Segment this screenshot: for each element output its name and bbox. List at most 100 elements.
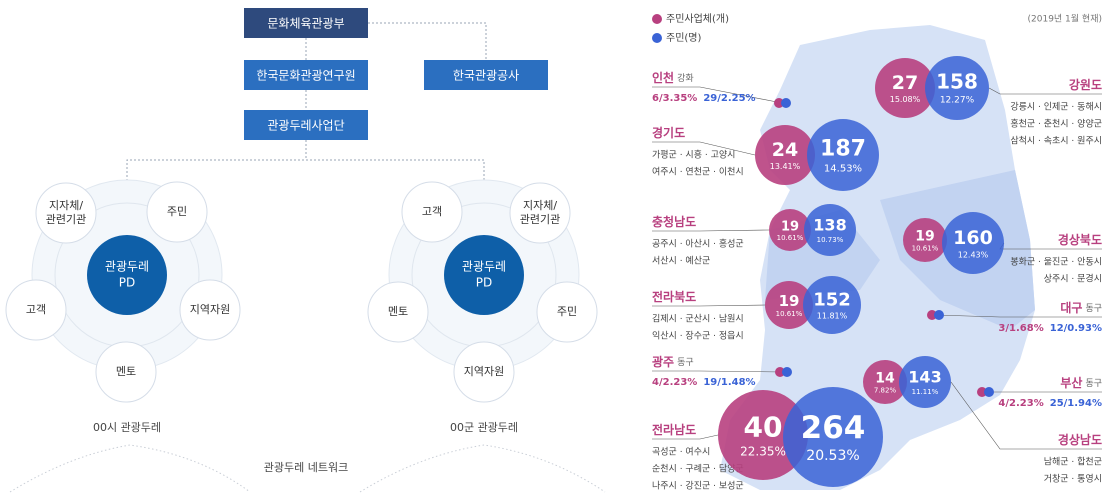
region-name-text: 경기도 [652, 125, 685, 140]
region-cities: 여주시 · 연천군 · 이천시 [652, 166, 744, 178]
stat-business: 6/3.35% [652, 93, 697, 104]
region-cities: 상주시 · 문경시 [1044, 273, 1102, 285]
network-arcs [9, 444, 606, 493]
bubble-business [769, 209, 811, 251]
leader-line [652, 229, 770, 232]
region-cities: 남해군 · 합천군 [1044, 457, 1102, 468]
stat-residents: 29/2.25% [703, 93, 755, 104]
connector [126, 22, 487, 245]
bubble-count: 19 [915, 229, 934, 245]
bubble-share: 11.11% [912, 388, 939, 396]
region-cities: 공주시 · 아산시 · 홍성군 [652, 238, 744, 250]
node-label: 고객 [422, 205, 442, 218]
region-name: 부산 동구 [1060, 375, 1102, 390]
region-name-text: 인천 [652, 70, 674, 85]
network-title: 관광두레 네트워크 [264, 461, 348, 474]
center-label: PD [476, 276, 492, 290]
org-label: 한국문화관광연구원 [256, 69, 355, 83]
region-name-text: 경상남도 [1058, 432, 1102, 447]
region-name: 전라남도 [652, 422, 696, 437]
node-label: 지역자원 [190, 303, 230, 316]
bubble-business [718, 390, 808, 480]
region-name: 경기도 [652, 125, 685, 140]
org-label: 관광두레사업단 [267, 119, 344, 133]
bubble-share: 10.61% [777, 234, 804, 242]
network-node [35, 182, 97, 244]
network-center [444, 235, 524, 315]
region-stats: 4/2.23% 25/1.94% [998, 398, 1102, 409]
node-label: 멘토 [116, 365, 136, 378]
network-node [146, 181, 208, 243]
bubble-share: 10.73% [817, 236, 844, 244]
network-caption: 00시 관광두레 [93, 421, 161, 434]
region-cities: 나주시 · 강진군 · 보성군 [652, 481, 744, 492]
network-caption: 00군 관광두레 [450, 421, 518, 434]
region-name: 전라북도 [652, 289, 696, 304]
region-name-text: 강원도 [1069, 78, 1102, 92]
bubble-residents [942, 212, 1004, 274]
leader-line [988, 87, 1102, 95]
bubble-share: 10.61% [912, 244, 939, 252]
region-name-text: 부산 [1060, 375, 1082, 390]
region-name-text: 충청남도 [652, 214, 696, 229]
region-sub: 동구 [677, 357, 694, 368]
org-label: 문화체육관광부 [267, 17, 344, 31]
node-label: 지자체/ [49, 199, 83, 212]
dot-business [775, 367, 785, 377]
org-box [244, 60, 368, 90]
region-name: 경상북도 [1058, 232, 1102, 247]
legend-dot [652, 33, 662, 43]
region-name: 광주 동구 [652, 354, 694, 369]
stat-business: 3/1.68% [998, 323, 1043, 334]
bubble-residents [803, 276, 861, 334]
network-node [367, 281, 429, 343]
stat-residents: 12/0.93% [1050, 323, 1102, 334]
region-stats: 3/1.68% 12/0.93% [998, 323, 1102, 334]
bubble-share: 10.61% [776, 310, 803, 318]
region-name: 인천 강화 [652, 70, 694, 85]
dot-business [927, 310, 937, 320]
map-note: (2019년 1월 현재) [1028, 13, 1103, 25]
network-node [5, 279, 67, 341]
org-label: 한국관광공사 [453, 69, 519, 83]
dot-residents [781, 98, 791, 108]
org-box [424, 60, 548, 90]
bubble-share: 11.81% [817, 312, 848, 321]
leader-line [652, 86, 783, 104]
stat-business: 4/2.23% [652, 377, 697, 388]
bubble-share: 12.43% [958, 250, 989, 259]
network-node [95, 341, 157, 403]
bubble-count: 19 [779, 292, 800, 310]
region-stats: 4/2.23% 19/1.48% [652, 377, 756, 388]
dot-business [977, 387, 987, 397]
stat-business: 4/2.23% [998, 398, 1043, 409]
leader-line [934, 314, 1102, 318]
region-name: 경상남도 [1058, 432, 1102, 447]
stat-residents: 25/1.94% [1050, 398, 1102, 409]
network-node [509, 182, 571, 244]
region-name: 대구 동구 [1060, 301, 1102, 315]
region-sub: 강화 [677, 73, 694, 84]
legend-label: 주민(명) [666, 32, 702, 44]
center-label: 관광두레 [462, 260, 506, 274]
node-label: 관련기관 [46, 213, 86, 226]
leader-line [652, 304, 766, 307]
center-label: PD [119, 276, 135, 290]
bubble-count: 152 [813, 290, 851, 311]
bubble-share: 12.27% [940, 96, 975, 106]
bubble-business [755, 125, 815, 185]
node-label: 관련기관 [520, 213, 560, 226]
bubble-count: 160 [953, 227, 993, 249]
center-label: 관광두레 [105, 260, 149, 274]
network-node [536, 281, 598, 343]
bubble-residents [899, 356, 951, 408]
bubble-count: 27 [892, 72, 918, 94]
arc [9, 444, 251, 493]
leader-line [950, 381, 1102, 450]
region-cities: 김제시 · 군산시 · 남원시 [652, 313, 744, 325]
region-cities: 익산시 · 장수군 · 정읍시 [652, 330, 744, 342]
bubble-residents [807, 119, 879, 191]
org-box [244, 110, 368, 140]
